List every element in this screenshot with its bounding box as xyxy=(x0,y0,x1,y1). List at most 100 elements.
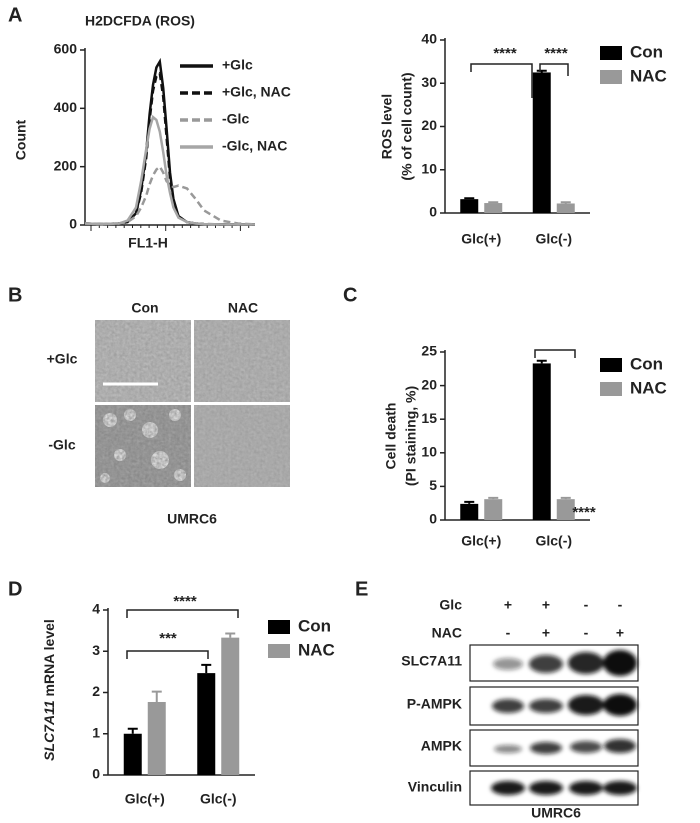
x-tick-label: Glc(+) xyxy=(461,231,501,247)
bar xyxy=(197,673,216,775)
microscopy-panel: Con NAC +Glc -Glc UMRC6 xyxy=(47,300,290,527)
error-bar xyxy=(201,663,212,674)
condition-label: Glc xyxy=(439,597,462,613)
caption: UMRC6 xyxy=(167,511,217,527)
lane-sign: + xyxy=(504,597,512,613)
y-tick-label: 0 xyxy=(429,511,437,527)
histogram-line xyxy=(84,114,255,226)
panel-label: E xyxy=(355,578,368,600)
y-tick-label: 0 xyxy=(429,204,437,220)
y-tick-label: 25 xyxy=(421,343,437,359)
y-tick-label: 10 xyxy=(421,160,437,176)
legend-label: Con xyxy=(630,354,663,373)
error-bar xyxy=(225,632,236,638)
micrograph-texture xyxy=(194,320,290,402)
micrograph-texture xyxy=(95,320,191,402)
significance-label: *** xyxy=(159,630,177,647)
legend-swatch xyxy=(600,382,622,396)
bar xyxy=(532,72,551,213)
caption: UMRC6 xyxy=(531,805,581,821)
band xyxy=(604,739,636,753)
significance-label: **** xyxy=(493,45,517,62)
error-bar xyxy=(151,690,162,702)
western-blot: Glc NAC SLC7A11 P-AMPK AMPK Vinculin xyxy=(401,597,639,821)
band xyxy=(570,741,602,753)
y-axis-label: (PI staining, %) xyxy=(403,386,419,486)
row-label: +Glc xyxy=(47,351,78,367)
significance-bracket xyxy=(126,650,209,659)
y-tick-label: 2 xyxy=(92,683,100,699)
error-bar xyxy=(560,496,571,500)
protein-label: Vinculin xyxy=(408,779,462,795)
micrograph-texture xyxy=(95,405,191,487)
bar xyxy=(556,203,575,213)
condition-label: NAC xyxy=(432,625,462,641)
band xyxy=(530,742,562,754)
x-tick-label: Glc(+) xyxy=(125,791,165,807)
error-bar xyxy=(127,727,138,734)
micrograph-texture xyxy=(194,405,290,487)
legend-label: NAC xyxy=(630,378,667,397)
x-tick-label: Glc(-) xyxy=(535,231,572,247)
x-tick-label: Glc(-) xyxy=(200,791,237,807)
panel-label: C xyxy=(343,284,357,306)
protein-label: AMPK xyxy=(421,738,462,754)
error-bar xyxy=(536,359,547,364)
chart-title: H2DCFDA (ROS) xyxy=(85,13,195,29)
error-bar xyxy=(560,201,571,204)
histogram-line xyxy=(84,164,256,226)
significance-bracket xyxy=(534,349,576,358)
y-tick-label: 20 xyxy=(421,117,437,133)
legend-label: -Glc, NAC xyxy=(222,138,287,154)
lane-sign: - xyxy=(618,597,623,613)
y-tick-label: 600 xyxy=(54,41,78,57)
y-tick-label: 15 xyxy=(421,410,437,426)
lane-sign: - xyxy=(584,625,589,641)
y-tick-label: 1 xyxy=(92,724,100,740)
x-tick-label: Glc(-) xyxy=(535,533,572,549)
legend-label: Con xyxy=(298,616,331,635)
y-tick-label: 20 xyxy=(421,376,437,392)
protein-label: SLC7A11 xyxy=(401,653,462,669)
blot-frame xyxy=(469,729,639,767)
y-tick-label: 10 xyxy=(421,444,437,460)
legend-label: NAC xyxy=(298,640,335,659)
lane-sign: - xyxy=(584,597,589,613)
blot-frame xyxy=(469,770,639,806)
legend-label: +Glc, NAC xyxy=(222,84,291,100)
gene-name: SLC7A11 xyxy=(41,700,57,761)
legend-swatch xyxy=(268,644,290,658)
legend-label: -Glc xyxy=(222,111,249,127)
bar xyxy=(460,503,479,520)
band xyxy=(603,781,637,795)
lane-sign: + xyxy=(616,625,624,641)
y-tick-label: 200 xyxy=(54,157,78,173)
y-tick-label: 30 xyxy=(421,74,437,90)
band xyxy=(603,694,637,716)
legend-swatch xyxy=(600,358,622,372)
bar xyxy=(460,199,479,213)
bar xyxy=(221,637,240,775)
band xyxy=(568,695,604,715)
band xyxy=(493,658,523,670)
y-tick-label: 3 xyxy=(92,642,100,658)
y-axis-label: SLC7A11 mRNA level xyxy=(41,619,57,761)
legend-label: NAC xyxy=(630,66,667,85)
legend-label: Con xyxy=(630,42,663,61)
band xyxy=(529,699,563,713)
panel-label: D xyxy=(8,578,22,600)
band xyxy=(492,699,524,713)
bar xyxy=(556,499,575,520)
legend-label: +Glc xyxy=(222,57,253,73)
y-axis-label: Count xyxy=(13,119,29,160)
lane-sign: + xyxy=(542,625,550,641)
significance-label: **** xyxy=(173,593,197,610)
band xyxy=(603,650,637,676)
band xyxy=(529,781,563,795)
error-bar xyxy=(536,69,547,73)
legend-swatch xyxy=(600,46,622,60)
significance-bracket xyxy=(539,63,569,76)
y-axis-label: (% of cell count) xyxy=(399,72,415,180)
row-label: -Glc xyxy=(48,437,75,453)
